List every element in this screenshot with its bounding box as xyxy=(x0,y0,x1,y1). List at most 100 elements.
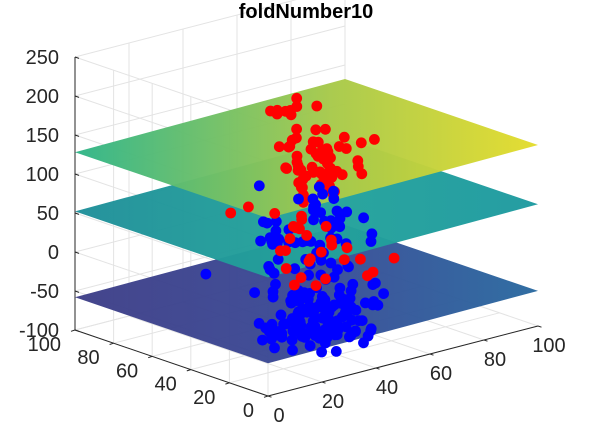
point-red-2 xyxy=(295,272,307,283)
y-tick-label-1: 20 xyxy=(193,387,215,409)
point-blue-108 xyxy=(280,318,292,330)
point-red-90 xyxy=(311,100,323,112)
grid-line-back-z-5 xyxy=(74,64,346,136)
chart-title: foldNumber10 xyxy=(239,1,373,23)
point-blue-140 xyxy=(365,236,377,247)
point-red-71 xyxy=(273,141,285,153)
point-red-59 xyxy=(369,134,380,145)
y-tick-label-0: 0 xyxy=(243,400,254,422)
point-blue-106 xyxy=(332,324,344,335)
z-tick-label-0: -100 xyxy=(19,320,59,342)
point-blue-178 xyxy=(358,212,369,224)
point-blue-192 xyxy=(253,180,265,192)
point-red-13 xyxy=(296,214,308,226)
point-red-22 xyxy=(288,221,299,232)
z-tick-1 xyxy=(74,290,80,293)
point-blue-193 xyxy=(308,201,319,213)
point-blue-196 xyxy=(307,193,319,205)
point-red-49 xyxy=(291,150,303,162)
z-tick-label-1: -50 xyxy=(30,281,59,303)
point-red-42 xyxy=(310,124,322,136)
point-blue-110 xyxy=(353,315,365,326)
y-tick-3 xyxy=(148,355,153,359)
x-tick-label-0: 0 xyxy=(273,405,284,427)
point-red-98 xyxy=(280,105,291,117)
x-tick-1 xyxy=(321,381,326,384)
z-tick-label-4: 100 xyxy=(26,164,59,186)
point-blue-165 xyxy=(272,253,284,265)
x-tick-2 xyxy=(375,367,380,370)
z-tick-label-2: 0 xyxy=(48,242,59,264)
point-blue-91 xyxy=(344,292,356,304)
point-red-4 xyxy=(320,273,331,285)
grid-line-back-z-6 xyxy=(74,25,346,97)
y-tick-5 xyxy=(70,329,76,332)
z-tick-0 xyxy=(74,329,80,332)
point-red-8 xyxy=(280,263,292,274)
point-red-24 xyxy=(326,239,338,251)
point-red-89 xyxy=(280,162,292,174)
x-tick-4 xyxy=(483,339,488,342)
point-blue-112 xyxy=(334,297,346,309)
point-blue-109 xyxy=(315,327,327,339)
point-red-20 xyxy=(225,207,237,219)
point-blue-44 xyxy=(330,346,342,357)
z-tick-label-3: 50 xyxy=(37,203,59,225)
point-red-29 xyxy=(310,280,322,291)
y-tick-0 xyxy=(263,395,269,398)
point-red-16 xyxy=(388,252,400,264)
z-tick-3 xyxy=(74,212,80,215)
point-blue-35 xyxy=(345,330,357,342)
point-blue-101 xyxy=(305,321,317,333)
point-red-82 xyxy=(314,166,326,178)
point-blue-180 xyxy=(325,257,337,269)
point-red-34 xyxy=(320,123,331,135)
point-red-25 xyxy=(355,253,366,265)
x-tick-label-3: 60 xyxy=(430,363,452,385)
point-red-93 xyxy=(291,123,302,135)
point-red-0 xyxy=(315,246,327,258)
point-blue-157 xyxy=(347,278,359,290)
z-tick-6 xyxy=(74,95,80,98)
point-red-9 xyxy=(289,279,300,291)
point-red-37 xyxy=(338,131,350,143)
point-blue-113 xyxy=(299,332,311,343)
point-blue-117 xyxy=(266,333,277,345)
point-blue-194 xyxy=(328,185,339,197)
point-blue-43 xyxy=(378,288,389,299)
point-red-77 xyxy=(312,136,324,148)
point-blue-39 xyxy=(275,309,287,321)
point-blue-102 xyxy=(344,303,356,315)
point-blue-26 xyxy=(304,340,316,352)
point-red-76 xyxy=(356,168,368,180)
y-tick-label-5: 100 xyxy=(28,334,61,356)
point-blue-100 xyxy=(319,309,331,321)
x-axis-line xyxy=(267,325,539,397)
point-blue-79 xyxy=(286,334,298,346)
point-blue-163 xyxy=(308,214,319,226)
x-tick-label-5: 100 xyxy=(532,335,565,357)
grid-line-floor-x-1 xyxy=(128,315,323,383)
point-blue-144 xyxy=(270,216,282,227)
point-red-55 xyxy=(355,137,367,149)
axes: 020406080100020406080100-100-50050100150… xyxy=(19,47,566,427)
point-red-19 xyxy=(338,254,350,265)
z-tick-2 xyxy=(74,251,80,254)
point-blue-187 xyxy=(328,271,340,283)
point-blue-28 xyxy=(358,337,369,349)
z-tick-label-5: 150 xyxy=(26,125,59,147)
point-red-26 xyxy=(301,230,313,241)
point-red-65 xyxy=(292,164,304,176)
x-tick-label-1: 20 xyxy=(322,391,344,413)
point-blue-145 xyxy=(367,279,379,290)
point-blue-74 xyxy=(295,319,307,331)
point-blue-152 xyxy=(319,294,331,306)
point-blue-125 xyxy=(200,268,212,280)
point-blue-168 xyxy=(289,263,301,275)
point-blue-119 xyxy=(257,334,268,346)
point-red-23 xyxy=(320,221,332,232)
point-blue-129 xyxy=(341,206,353,218)
point-blue-118 xyxy=(307,305,319,317)
point-blue-182 xyxy=(255,235,266,247)
